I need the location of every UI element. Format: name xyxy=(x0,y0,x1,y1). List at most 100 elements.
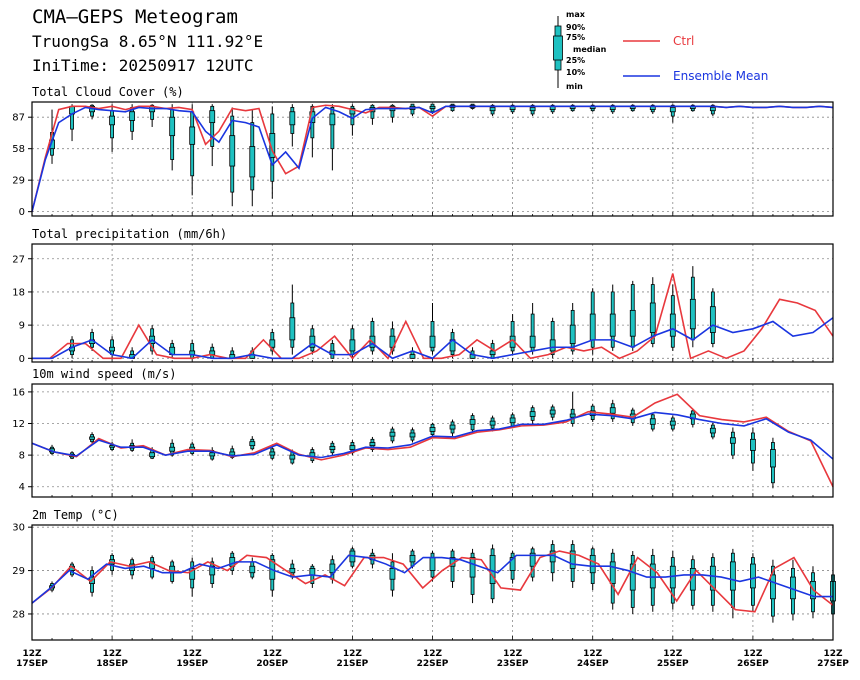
box-25-75 xyxy=(669,420,676,426)
box-25-75 xyxy=(309,335,316,348)
box-whisker xyxy=(469,413,476,433)
box-25-75 xyxy=(750,438,756,451)
box-25-75 xyxy=(669,107,676,113)
panel-1: Total Cloud Cover (%) 0 29 58 87 xyxy=(12,85,834,218)
box-25-75 xyxy=(669,313,676,337)
box-25-75 xyxy=(329,563,336,574)
box-25-75 xyxy=(609,313,616,337)
box-25-75 xyxy=(569,413,576,418)
box-25-75 xyxy=(750,563,756,589)
box-10-90 xyxy=(390,104,395,118)
box-25-75 xyxy=(489,420,496,426)
box-25-75 xyxy=(629,563,636,591)
box-whisker xyxy=(349,546,356,569)
box-25-75 xyxy=(429,557,436,571)
box-25-75 xyxy=(269,339,276,348)
box-whisker xyxy=(629,104,636,112)
box-whisker xyxy=(669,415,676,432)
box-whisker xyxy=(429,551,436,582)
box-whisker xyxy=(569,104,576,112)
legend-box-label: median xyxy=(573,45,607,54)
x-label-date: 20SEP xyxy=(256,659,288,669)
box-25-75 xyxy=(129,111,136,121)
box-25-75 xyxy=(409,554,416,563)
box-whisker xyxy=(289,284,296,355)
x-label-hour: 12Z xyxy=(103,649,123,659)
box-25-75 xyxy=(429,427,436,432)
box-whisker xyxy=(409,103,416,117)
panel-2: Total precipitation (mm/6h) 0 9 18 27 xyxy=(12,227,834,365)
y-tick-label: 0 xyxy=(19,207,25,218)
y-tick-label: 4 xyxy=(19,482,25,493)
x-label-date: 26SEP xyxy=(737,659,769,669)
box-25-75 xyxy=(589,554,596,574)
box-25-75 xyxy=(489,107,496,112)
box-whisker xyxy=(669,551,676,610)
box-whisker xyxy=(509,551,516,584)
box-whisker xyxy=(709,422,716,440)
box-25-75 xyxy=(469,419,476,425)
box-whisker xyxy=(609,548,616,610)
box-whisker xyxy=(589,546,596,591)
ensemble-mean-line xyxy=(31,554,833,604)
box-whisker xyxy=(609,399,616,422)
box-25-75 xyxy=(629,309,636,337)
box-10-90 xyxy=(350,105,355,126)
x-label-hour: 12Z xyxy=(663,649,683,659)
box-25-75 xyxy=(109,346,115,352)
box-25-75 xyxy=(169,446,176,452)
box-25-75 xyxy=(289,567,296,574)
box-25-75 xyxy=(229,451,236,456)
box-25-75 xyxy=(109,445,115,448)
ensemble-mean-line xyxy=(31,105,834,212)
box-25-75 xyxy=(709,306,716,333)
box-25-75 xyxy=(569,324,576,344)
box-25-75 xyxy=(529,335,536,348)
box-25-75 xyxy=(469,557,476,578)
box-whisker xyxy=(689,266,696,348)
legend-box-label: 75% xyxy=(566,33,585,42)
box-whisker xyxy=(589,288,596,355)
box-25-75 xyxy=(449,424,456,430)
box-25-75 xyxy=(529,411,536,417)
box-25-75 xyxy=(709,565,716,591)
box-whisker xyxy=(389,426,396,444)
box-whisker xyxy=(149,555,156,580)
box-25-75 xyxy=(429,335,436,348)
ensemble-mean-line xyxy=(32,317,834,360)
box-whisker xyxy=(529,405,536,424)
box-25-75 xyxy=(389,335,396,348)
box-25-75 xyxy=(149,452,156,458)
plot-frame xyxy=(31,383,834,498)
box-whisker xyxy=(669,104,676,123)
x-label-date: 19SEP xyxy=(176,659,208,669)
legend-box-label: 90% xyxy=(566,23,585,32)
plot-frame xyxy=(31,101,834,217)
box-whisker xyxy=(549,317,556,359)
box-10-90 xyxy=(550,321,555,356)
box-25-75 xyxy=(689,298,696,330)
box-25-75 xyxy=(89,436,95,440)
box-25-75 xyxy=(389,431,396,437)
box-25-75 xyxy=(609,407,616,414)
panel-4: 2m Temp (°C) 28 29 30 xyxy=(12,508,836,641)
box-whisker xyxy=(209,557,216,588)
box-whisker xyxy=(449,419,456,437)
box-25-75 xyxy=(709,107,716,112)
x-label-date: 17SEP xyxy=(16,659,48,669)
box-whisker xyxy=(229,107,236,207)
legend-box-label: max xyxy=(566,10,586,19)
ensemble-mean-line xyxy=(31,411,834,460)
box-25-75 xyxy=(349,339,356,352)
panel-title: Total Cloud Cover (%) xyxy=(32,85,184,99)
box-25-75 xyxy=(249,441,256,447)
panel-title: 10m wind speed (m/s) xyxy=(32,367,177,381)
box-whisker xyxy=(369,317,376,355)
box-25-75 xyxy=(349,445,356,450)
box-25-75 xyxy=(409,432,416,438)
box-whisker xyxy=(309,325,316,355)
box-25-75 xyxy=(409,354,416,359)
box-25-75 xyxy=(589,313,596,341)
box-whisker xyxy=(409,427,416,443)
box-whisker xyxy=(669,284,676,351)
